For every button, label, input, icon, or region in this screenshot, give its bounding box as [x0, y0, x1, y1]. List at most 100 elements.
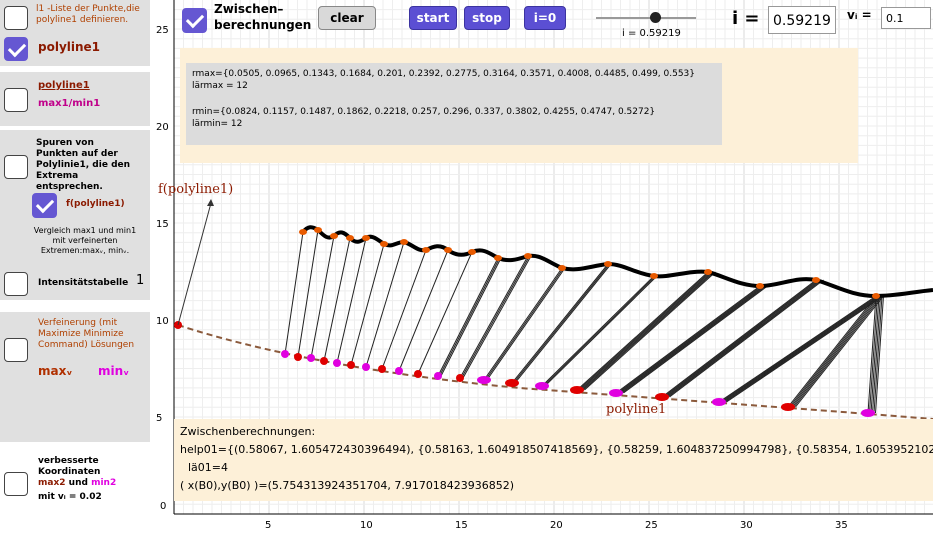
extremum-bottom-point: [395, 367, 403, 375]
polyline1-curve: [177, 324, 933, 420]
connector-line: [872, 295, 881, 414]
p4-value: 1: [136, 273, 145, 288]
extremum-top-point: [812, 277, 820, 283]
extremum-top-point: [524, 253, 532, 259]
connector-line: [669, 279, 824, 398]
connector-line: [666, 279, 821, 398]
stop-button[interactable]: stop: [464, 6, 510, 30]
info-box-bottom: Zwischenberechnungen: help01={(0.58067, …: [174, 419, 933, 501]
reset-i-button[interactable]: i=0: [524, 6, 566, 30]
p3-compare: Vergleich max1 und min1 mit verfeinerten…: [33, 226, 137, 255]
x-tick-label: 5: [265, 520, 271, 531]
connector-line: [461, 255, 530, 379]
clear-button[interactable]: clear: [318, 6, 376, 30]
connector-line: [623, 285, 768, 394]
connector-line: [544, 275, 658, 387]
i-value-field[interactable]: 0.59219: [768, 6, 836, 34]
extremum-top-point: [444, 247, 452, 253]
p2-sub: max1/min1: [38, 98, 101, 109]
extremum-bottom-point: [307, 354, 315, 362]
p2-title: polyline1: [38, 80, 90, 91]
connector-line: [795, 295, 884, 408]
connector-line: [576, 271, 709, 391]
connector-line: [663, 279, 818, 398]
connector-line: [664, 279, 820, 398]
f-arrow-line: [177, 202, 212, 326]
start-button[interactable]: start: [409, 6, 457, 30]
p6-und: und: [68, 478, 88, 488]
connector-line: [617, 285, 762, 394]
origin-label: 0: [160, 501, 166, 512]
i-slider[interactable]: [596, 12, 696, 23]
p4-text: Intensitätstabelle: [38, 278, 129, 288]
p6-vi: mit vᵢ = 0.02: [38, 492, 102, 502]
rmax-text: rmax={0.0505, 0.0965, 0.1343, 0.1684, 0.…: [192, 69, 696, 79]
x-tick-label: 20: [550, 520, 563, 531]
connector-line: [720, 295, 878, 403]
b0-coordinates: ( x(B0),y(B0) )=(5.754313924351704, 7.91…: [180, 479, 515, 492]
extremum-top-point: [494, 255, 502, 261]
extremum-bottom-point: [505, 379, 519, 387]
connector-line: [437, 257, 499, 377]
connector-line: [793, 295, 883, 408]
checkbox-max1-min1[interactable]: [4, 88, 28, 112]
connector-line: [792, 295, 881, 408]
zwischen-label: Zwischen– berechnungen: [214, 2, 312, 32]
larmin-text: lärmin= 12: [192, 119, 243, 129]
connector-line: [284, 231, 304, 355]
extremum-bottom-point: [434, 372, 442, 380]
p6-text1: verbesserte Koordinaten: [38, 456, 101, 477]
checkbox-l1-list[interactable]: [4, 6, 28, 30]
x-tick-labels: 5 10 15 20 25 30 35: [265, 520, 848, 531]
extremum-top-point: [362, 235, 370, 241]
checkbox-f-polyline1[interactable]: [32, 193, 57, 218]
y-tick-label: 15: [156, 219, 169, 230]
extremum-top-point: [346, 235, 354, 241]
connector-line: [584, 271, 716, 391]
extremum-bottom-point: [570, 386, 584, 394]
spacer: [192, 92, 716, 106]
connector-line: [336, 237, 367, 364]
extremum-bottom-point: [655, 393, 669, 401]
extrema-points: [281, 227, 880, 417]
connector-line: [869, 295, 878, 414]
connector-line: [615, 285, 761, 394]
extremum-bottom-point: [535, 382, 549, 390]
connector-line: [350, 243, 385, 366]
x-tick-label: 15: [455, 520, 468, 531]
help01-text: help01={(0.58067, 1.605472430396494), {0…: [180, 443, 933, 456]
connector-line: [789, 295, 878, 408]
checkbox-verbesserte[interactable]: [4, 472, 28, 496]
connector-line: [310, 235, 335, 359]
checkbox-polyline1[interactable]: [4, 37, 28, 61]
connector-line: [543, 275, 656, 387]
checkbox-verfeinerung[interactable]: [4, 338, 28, 362]
checkbox-zwischenberechnungen[interactable]: [182, 8, 207, 33]
extremum-bottom-point: [362, 363, 370, 371]
connector-line: [875, 295, 884, 414]
connector-line: [440, 257, 502, 377]
rmin-text: rmin={0.0824, 0.1157, 0.1487, 0.1862, 0.…: [192, 107, 656, 117]
larmax-text: lärmax = 12: [192, 81, 248, 91]
connector-line: [718, 295, 877, 403]
connector-line: [621, 285, 767, 394]
arrow-head-icon: [207, 199, 214, 206]
p1-check-label: polyline1: [38, 40, 101, 54]
connector-line: [398, 249, 449, 372]
connector-line: [618, 285, 764, 394]
checkbox-spuren[interactable]: [4, 155, 28, 179]
slider-handle[interactable]: [650, 12, 662, 23]
connector-line: [462, 255, 532, 379]
extremum-bottom-point: [333, 359, 341, 367]
checkbox-intensitaet[interactable]: [4, 272, 28, 296]
connector-line: [541, 275, 655, 387]
connector-line: [661, 279, 817, 398]
p6-max: max2: [38, 478, 66, 488]
connector-line: [790, 295, 880, 408]
info-box-top-content: rmax={0.0505, 0.0965, 0.1343, 0.1684, 0.…: [186, 63, 722, 145]
connector-line: [513, 263, 610, 384]
p3-text: Spuren von Punkten auf der Polylinie1, d…: [36, 138, 131, 192]
p3-check-label: f(polyline1): [66, 199, 125, 209]
trace-connectors: [284, 229, 884, 414]
vi-value-field[interactable]: 0.1: [881, 7, 931, 29]
